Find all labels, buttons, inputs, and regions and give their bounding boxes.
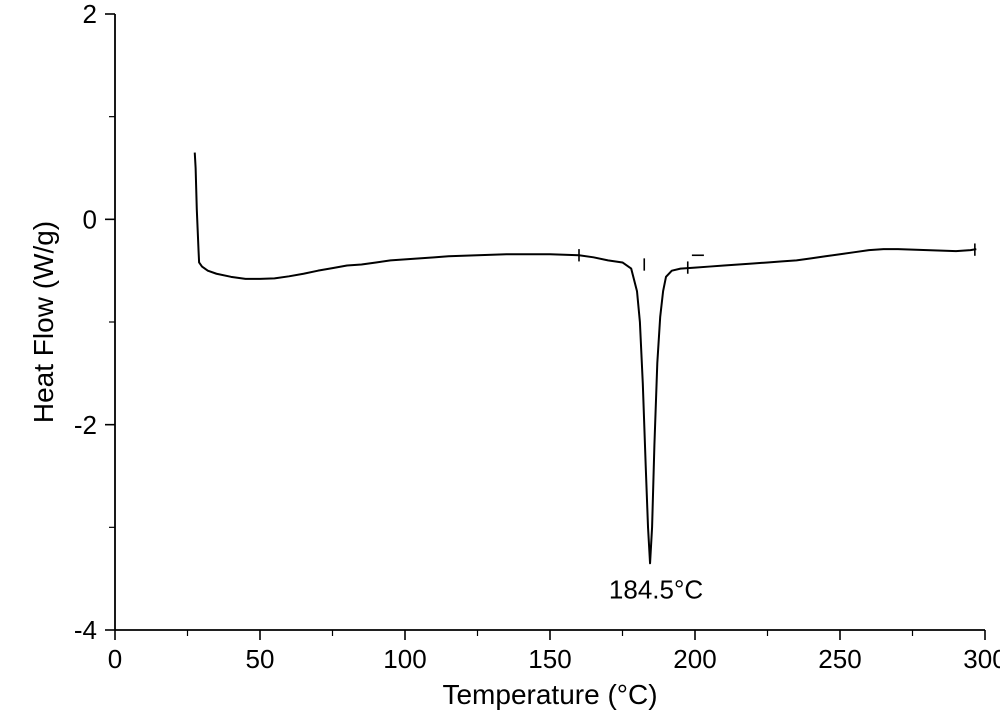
x-tick-label: 300 — [963, 644, 1000, 674]
peak-annotation: 184.5°C — [609, 574, 703, 604]
y-axis-label: Heat Flow (W/g) — [28, 221, 59, 423]
y-tick-label: 0 — [83, 204, 97, 234]
dsc-thermogram-chart: 0 50 100 150 200 250 300 -4 -2 0 2 Temperature (°C… — [0, 0, 1000, 712]
x-tick-label: 250 — [818, 644, 861, 674]
x-tick-label: 50 — [246, 644, 275, 674]
x-tick-label: 150 — [528, 644, 571, 674]
x-tick-label: 100 — [383, 644, 426, 674]
x-tick-label: 0 — [108, 644, 122, 674]
y-tick-label: 2 — [83, 0, 97, 29]
y-tick-label: -2 — [74, 410, 97, 440]
heat-flow-line — [195, 153, 977, 564]
x-axis-label: Temperature (°C) — [442, 679, 657, 710]
x-tick-label: 200 — [673, 644, 716, 674]
y-tick-label: -4 — [74, 615, 97, 645]
curve-markers — [579, 243, 975, 273]
axes: 0 50 100 150 200 250 300 -4 -2 0 2 — [74, 0, 1000, 674]
chart-svg: 0 50 100 150 200 250 300 -4 -2 0 2 Temperature (°C… — [0, 0, 1000, 712]
